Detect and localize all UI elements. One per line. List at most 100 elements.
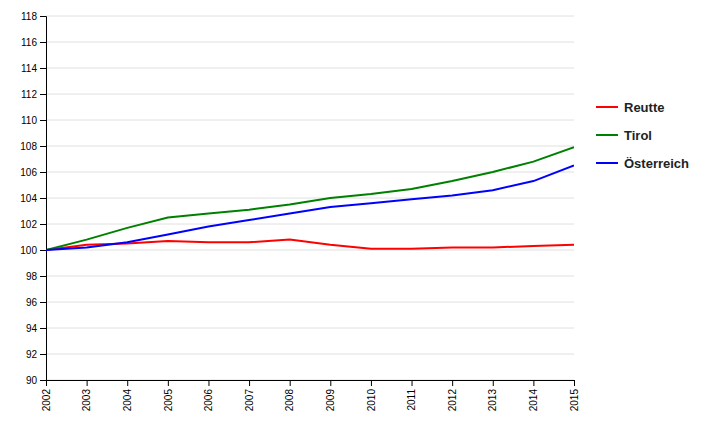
y-tick-label: 116 bbox=[21, 37, 37, 48]
x-axis: 2002 2003 2004 2005 2006 2007 2008 2009 2010 2011… bbox=[41, 380, 580, 411]
y-tick-mark bbox=[40, 120, 46, 121]
plot: 2002 2003 2004 2005 2006 2007 2008 2009 2010 2011… bbox=[20, 11, 579, 412]
y-tick-mark bbox=[40, 172, 46, 173]
grid-line bbox=[46, 68, 574, 69]
y-tick-label: 108 bbox=[20, 141, 37, 152]
y-tick-mark bbox=[40, 276, 46, 277]
y-tick-label: 106 bbox=[20, 167, 37, 178]
grid-line bbox=[46, 120, 574, 121]
x-tick: 2012 bbox=[447, 380, 458, 411]
y-tick-mark bbox=[40, 42, 46, 43]
y-tick: 92 bbox=[26, 349, 46, 360]
x-tick-mark bbox=[574, 380, 575, 386]
legend-label: Reutte bbox=[624, 100, 664, 115]
y-tick: 118 bbox=[21, 11, 46, 22]
legend: Reutte Tirol Österreich bbox=[596, 100, 689, 171]
x-tick-label: 2003 bbox=[81, 389, 92, 412]
legend-item: Reutte bbox=[596, 100, 664, 115]
y-tick: 96 bbox=[26, 297, 46, 308]
y-tick-label: 110 bbox=[21, 115, 37, 126]
legend-item: Österreich bbox=[596, 156, 689, 171]
lines bbox=[46, 147, 574, 250]
x-tick: 2010 bbox=[366, 380, 377, 411]
x-tick-mark bbox=[290, 380, 291, 386]
x-tick-mark bbox=[208, 380, 209, 386]
x-tick-label: 2011 bbox=[406, 389, 417, 411]
x-tick-label: 2007 bbox=[244, 389, 255, 412]
x-tick: 2002 bbox=[41, 380, 52, 411]
grid-line bbox=[46, 16, 574, 17]
grid bbox=[46, 16, 574, 380]
y-tick-label: 94 bbox=[26, 323, 38, 334]
y-tick-label: 90 bbox=[26, 375, 38, 386]
grid-line bbox=[46, 302, 574, 303]
y-tick: 94 bbox=[26, 323, 46, 334]
x-tick-mark bbox=[330, 380, 331, 386]
legend-swatch bbox=[596, 134, 618, 136]
series-line bbox=[46, 166, 574, 251]
x-tick-mark bbox=[493, 380, 494, 386]
y-tick-label: 104 bbox=[20, 193, 37, 204]
x-tick-mark bbox=[249, 380, 250, 386]
y-tick-label: 98 bbox=[26, 271, 38, 282]
grid-line bbox=[46, 250, 574, 251]
y-tick: 110 bbox=[21, 115, 46, 126]
y-tick: 100 bbox=[20, 245, 46, 256]
x-tick: 2009 bbox=[325, 380, 336, 411]
x-tick-mark bbox=[412, 380, 413, 386]
grid-line bbox=[46, 276, 574, 277]
y-tick-mark bbox=[40, 380, 46, 381]
x-tick: 2011 bbox=[406, 380, 417, 411]
y-tick-label: 112 bbox=[21, 89, 37, 100]
x-axis-line bbox=[47, 381, 575, 387]
y-tick: 90 bbox=[26, 375, 46, 386]
x-tick-mark bbox=[127, 380, 128, 386]
x-tick-label: 2005 bbox=[163, 389, 174, 412]
y-tick-label: 100 bbox=[20, 245, 37, 256]
x-tick-label: 2004 bbox=[122, 389, 133, 412]
x-tick: 2007 bbox=[244, 380, 255, 411]
y-tick: 104 bbox=[20, 193, 46, 204]
grid-line bbox=[46, 354, 574, 355]
x-tick-label: 2012 bbox=[447, 389, 458, 412]
x-tick-mark bbox=[168, 380, 169, 386]
grid-line bbox=[46, 224, 574, 225]
series-line bbox=[46, 240, 574, 250]
y-tick: 114 bbox=[21, 63, 46, 74]
x-tick: 2014 bbox=[528, 380, 539, 411]
x-tick: 2004 bbox=[122, 380, 133, 411]
y-tick-mark bbox=[40, 198, 46, 199]
grid-line bbox=[46, 94, 574, 95]
y-tick-mark bbox=[40, 328, 46, 329]
chart: 2002 2003 2004 2005 2006 2007 2008 2009 2010 2011… bbox=[0, 0, 714, 432]
x-tick-label: 2008 bbox=[284, 389, 295, 412]
y-tick-label: 118 bbox=[21, 11, 37, 22]
x-tick: 2003 bbox=[81, 380, 92, 411]
x-tick: 2013 bbox=[487, 380, 498, 411]
legend-label: Tirol bbox=[624, 128, 652, 143]
grid-line bbox=[46, 328, 574, 329]
x-tick: 2006 bbox=[203, 380, 214, 411]
y-tick-mark bbox=[40, 146, 46, 147]
legend-swatch bbox=[596, 106, 618, 108]
y-axis-line bbox=[40, 17, 47, 381]
x-tick-mark bbox=[533, 380, 534, 386]
x-tick: 2008 bbox=[284, 380, 295, 411]
y-tick: 116 bbox=[21, 37, 46, 48]
x-tick-label: 2002 bbox=[41, 389, 52, 412]
y-tick: 112 bbox=[21, 89, 46, 100]
x-tick-mark bbox=[371, 380, 372, 386]
y-tick-mark bbox=[40, 354, 46, 355]
y-tick-mark bbox=[40, 302, 46, 303]
legend-label: Österreich bbox=[624, 156, 689, 171]
y-tick-mark bbox=[40, 94, 46, 95]
x-tick: 2015 bbox=[569, 380, 580, 411]
y-tick: 98 bbox=[26, 271, 46, 282]
y-tick-label: 102 bbox=[20, 219, 37, 230]
grid-line bbox=[46, 198, 574, 199]
x-tick-label: 2010 bbox=[366, 389, 377, 412]
grid-line bbox=[46, 42, 574, 43]
y-tick-label: 96 bbox=[26, 297, 38, 308]
y-tick-mark bbox=[40, 68, 46, 69]
x-tick-label: 2006 bbox=[203, 389, 214, 412]
